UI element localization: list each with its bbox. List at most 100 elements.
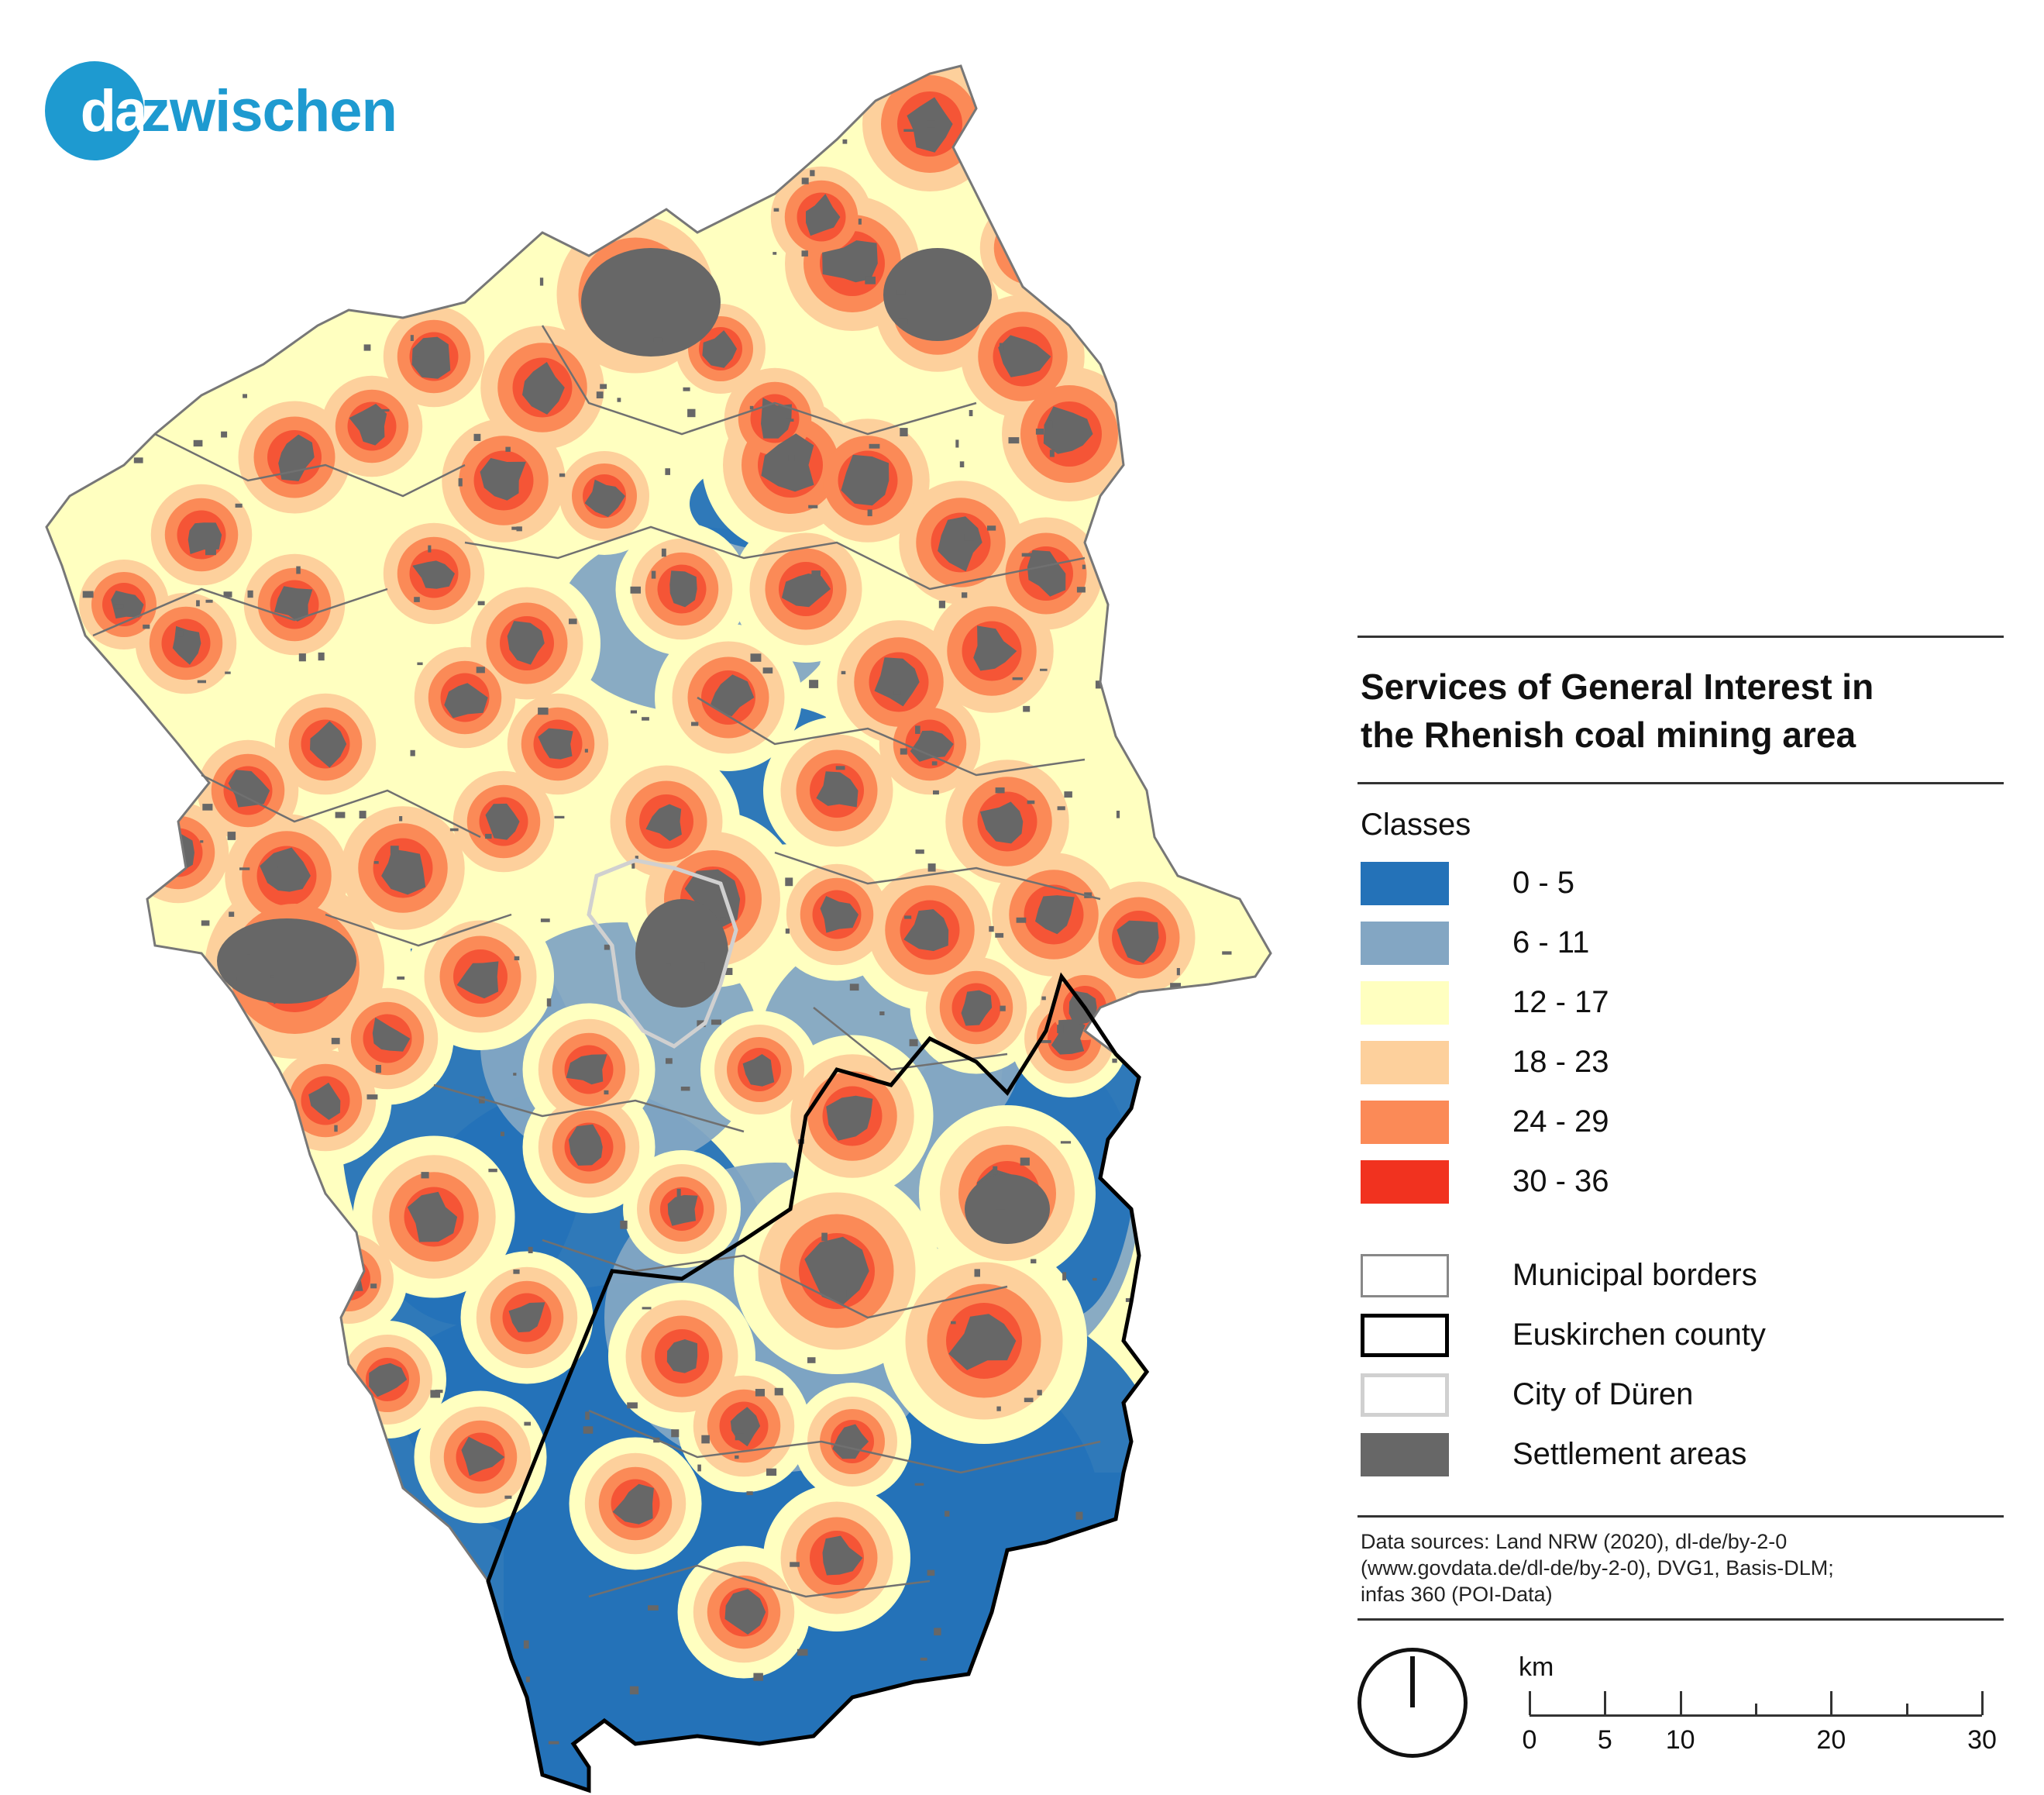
legend-label-0-5: 0 - 5	[1512, 866, 1575, 900]
settlement-area	[742, 1054, 775, 1087]
small-settlement	[387, 95, 392, 99]
settlement-area	[1043, 406, 1093, 454]
small-settlement	[620, 1220, 628, 1229]
small-settlement	[879, 1011, 885, 1015]
small-settlement	[346, 1627, 350, 1631]
small-settlement	[1024, 1397, 1034, 1403]
settlement-area	[841, 454, 890, 506]
small-settlement	[810, 170, 815, 177]
small-settlement	[1176, 968, 1180, 976]
small-settlement	[107, 153, 119, 159]
legend-class-5: 30 - 36	[1358, 1152, 2004, 1211]
small-settlement	[951, 1321, 956, 1325]
small-settlement	[488, 1168, 497, 1173]
legend-label-30-36: 30 - 36	[1512, 1164, 1609, 1198]
settlement-area	[372, 1017, 411, 1052]
small-settlement	[934, 1628, 941, 1636]
legend-layer-settlement: Settlement areas	[1358, 1425, 2004, 1484]
small-settlement	[366, 1094, 378, 1100]
small-settlement	[208, 1320, 219, 1328]
scale-unit: km	[1519, 1652, 1554, 1682]
settlement-area	[111, 591, 144, 619]
small-settlement	[1229, 105, 1236, 112]
small-settlement	[231, 1363, 237, 1366]
small-settlement	[786, 419, 794, 422]
small-settlement	[900, 748, 907, 755]
small-settlement	[1037, 1390, 1042, 1396]
small-settlement	[272, 1449, 280, 1452]
small-settlement	[225, 671, 231, 674]
small-settlement	[1168, 1266, 1172, 1273]
small-settlement	[1151, 1282, 1159, 1289]
small-settlement	[258, 254, 263, 263]
settlement-area	[806, 194, 841, 236]
small-settlement	[559, 204, 570, 207]
small-settlement	[1074, 229, 1078, 235]
settlement-area	[979, 801, 1024, 844]
small-settlement	[359, 811, 366, 818]
small-settlement	[138, 282, 146, 291]
small-settlement	[773, 252, 777, 255]
legend-class-1: 6 - 11	[1358, 913, 2004, 973]
small-settlement	[1000, 1646, 1005, 1654]
settlement-area	[1035, 895, 1075, 935]
small-settlement	[197, 680, 206, 684]
small-settlement	[809, 680, 819, 688]
small-settlement	[821, 1232, 828, 1242]
municipal-border	[774, 851, 1101, 901]
municipal-border	[464, 525, 1086, 591]
small-settlement	[938, 601, 945, 608]
scale-tick-0	[1529, 1691, 1531, 1715]
small-settlement	[334, 1125, 338, 1132]
settlement-area	[820, 896, 859, 933]
small-settlement	[410, 749, 415, 756]
small-settlement	[229, 911, 235, 917]
small-settlement	[1048, 420, 1053, 428]
settlement-area	[822, 240, 878, 283]
small-settlement	[995, 932, 1004, 938]
urban-settlement	[581, 248, 721, 357]
settlement-area	[761, 398, 792, 439]
settlement-area	[1117, 920, 1159, 963]
small-settlement	[762, 667, 773, 674]
north-needle	[1410, 1656, 1415, 1707]
small-settlement	[105, 1172, 110, 1177]
municipal-border	[588, 1409, 1101, 1474]
small-settlement	[320, 150, 329, 153]
small-settlement	[651, 570, 656, 579]
small-settlement	[1027, 800, 1035, 804]
scale-label-10: 10	[1665, 1725, 1695, 1755]
small-settlement	[811, 570, 821, 577]
legend-label-18-23: 18 - 23	[1512, 1045, 1609, 1079]
small-settlement	[801, 250, 808, 257]
small-settlement	[300, 879, 304, 883]
settlement-area	[724, 1589, 766, 1635]
small-settlement	[528, 125, 540, 128]
legend-swatch-municipal-borders	[1361, 1253, 1449, 1297]
small-settlement	[1161, 1769, 1165, 1773]
small-settlement	[585, 1411, 590, 1420]
small-settlement	[1040, 668, 1048, 671]
small-settlement	[548, 1741, 559, 1745]
settlement-area	[816, 771, 859, 808]
legend-layer-euskirchen: Euskirchen county	[1358, 1305, 2004, 1365]
settlement-area	[407, 1191, 458, 1242]
legend-class-4: 24 - 29	[1358, 1092, 2004, 1152]
small-settlement	[1117, 1036, 1125, 1040]
classes-label: Classes	[1361, 808, 1471, 842]
small-settlement	[1027, 1638, 1037, 1645]
small-settlement	[872, 1762, 879, 1768]
small-settlement	[808, 505, 818, 508]
small-settlement	[1082, 564, 1086, 570]
settlement-area	[411, 336, 451, 379]
small-settlement	[1199, 566, 1203, 575]
small-settlement	[177, 630, 184, 637]
urban-settlement	[883, 248, 992, 341]
settlement-area	[761, 433, 814, 492]
north-arrow-icon	[1358, 1648, 1468, 1758]
small-settlement	[1164, 1690, 1170, 1697]
small-settlement	[1216, 1483, 1220, 1490]
small-settlement	[950, 1736, 958, 1739]
small-settlement	[378, 125, 388, 133]
small-settlement	[618, 208, 625, 215]
